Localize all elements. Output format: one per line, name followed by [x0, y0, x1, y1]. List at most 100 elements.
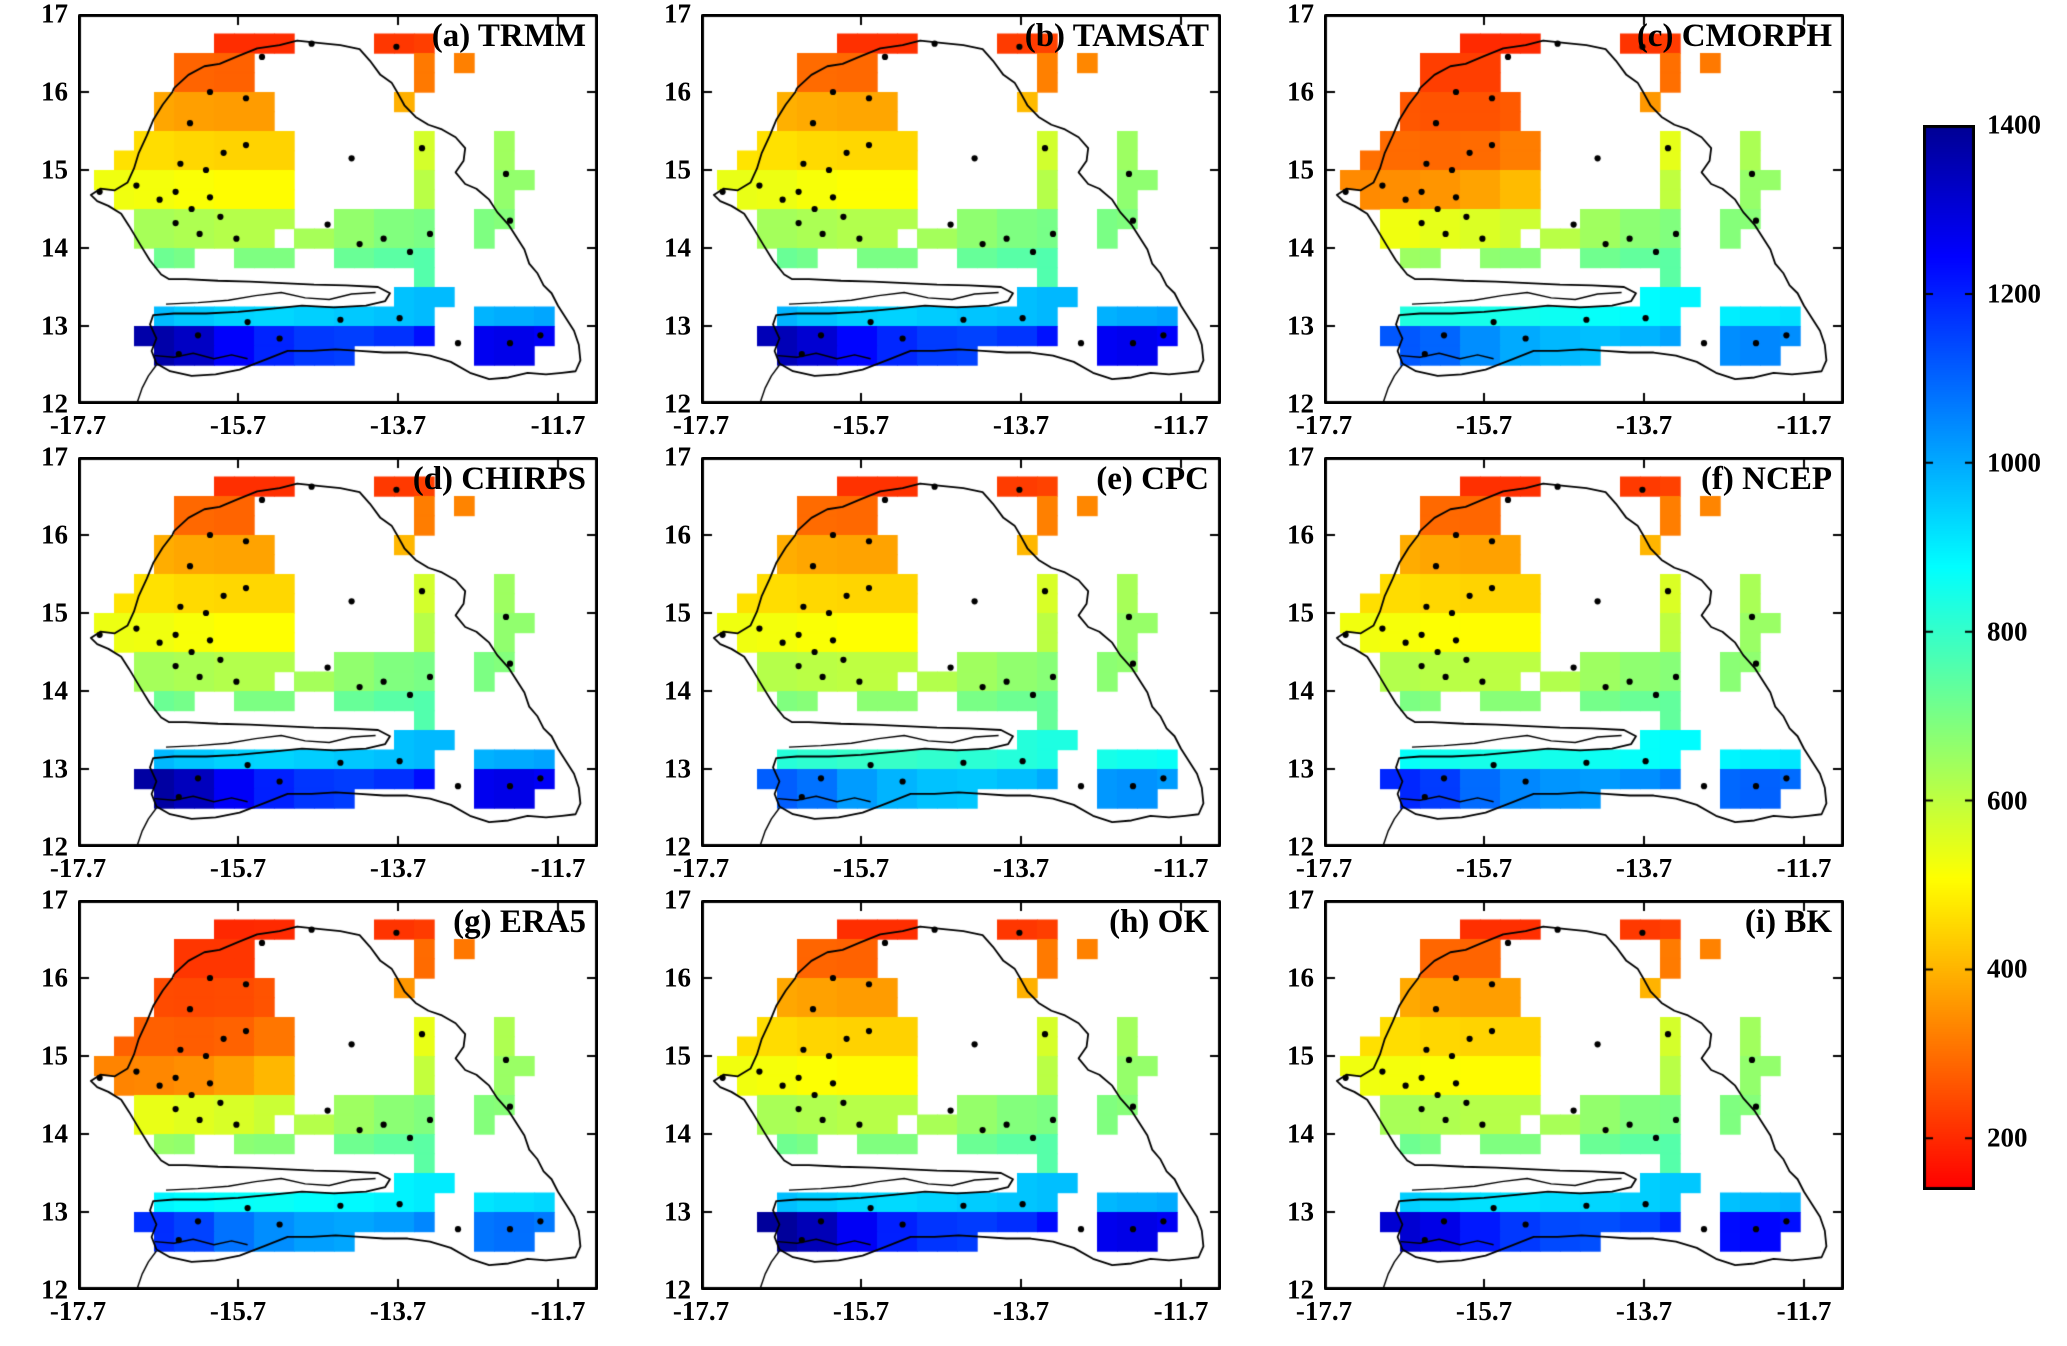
y-tick-label: 13 — [664, 310, 691, 341]
x-tick-label: -15.7 — [209, 410, 267, 440]
y-tick-label: 16 — [1287, 962, 1314, 993]
x-tick-label: -13.7 — [1615, 853, 1673, 883]
x-tick-label: -15.7 — [832, 853, 890, 883]
panel-label-a: (a) TRMM — [431, 18, 586, 54]
x-tick-label: -13.7 — [369, 1296, 427, 1326]
y-tick-label: 17 — [41, 0, 68, 29]
x-tick-label: -17.7 — [672, 853, 730, 883]
y-tick-label: 16 — [1287, 76, 1314, 107]
x-tick-label: -11.7 — [1776, 1296, 1832, 1326]
y-tick-label: 15 — [41, 597, 68, 628]
y-tick-label: 12 — [41, 388, 68, 419]
y-tick-label: 13 — [1287, 1196, 1314, 1227]
y-tick-label: 16 — [664, 519, 691, 550]
x-tick-label: -17.7 — [49, 853, 107, 883]
x-tick-label: -11.7 — [530, 410, 586, 440]
y-tick-label: 17 — [41, 884, 68, 915]
map-canvas-a — [78, 14, 598, 404]
y-tick-label: 13 — [664, 1196, 691, 1227]
x-tick-label: -11.7 — [1153, 1296, 1209, 1326]
y-tick-label: 16 — [664, 962, 691, 993]
x-tick-label: -13.7 — [369, 853, 427, 883]
panel-a: (a) TRMM 17 16 15 14 13 12 -17.7 -15.7 -13.7 -11.7 — [41, 0, 598, 440]
y-tick-label: 14 — [41, 232, 68, 263]
colorbar-tick-label: 600 — [1987, 785, 2028, 816]
y-tick-label: 13 — [41, 1196, 68, 1227]
y-tick-label: 12 — [41, 831, 68, 862]
y-tick-label: 14 — [1287, 1118, 1314, 1149]
colorbar-tick-label: 400 — [1987, 953, 2028, 984]
y-tick-label: 17 — [664, 884, 691, 915]
y-tick-label: 17 — [664, 441, 691, 472]
map-canvas-b — [701, 14, 1221, 404]
x-tick-label: -17.7 — [1295, 1296, 1353, 1326]
x-tick-label: -13.7 — [992, 1296, 1050, 1326]
x-tick-label: -15.7 — [209, 1296, 267, 1326]
y-tick-label: 16 — [41, 519, 68, 550]
colorbar-tick-label: 1000 — [1987, 447, 2041, 478]
x-tick-label: -17.7 — [1295, 410, 1353, 440]
x-tick-label: -17.7 — [672, 410, 730, 440]
x-tick-label: -15.7 — [209, 853, 267, 883]
panel-e: (e) CPC 17 16 15 14 13 12 -17.7 -15.7 -13.7 -11.7 — [664, 442, 1221, 883]
x-tick-label: -15.7 — [832, 410, 890, 440]
colorbar-tick-label: 1200 — [1987, 278, 2041, 309]
y-tick-label: 13 — [41, 310, 68, 341]
colorbar-gradient — [1923, 125, 1975, 1190]
y-tick-label: 12 — [1287, 388, 1314, 419]
x-tick-label: -11.7 — [1776, 853, 1832, 883]
panel-c: (c) CMORPH 17 16 15 14 13 12 -17.7 -15.7 -13.7 -11… — [1287, 0, 1844, 440]
y-tick-label: 15 — [664, 1040, 691, 1071]
y-tick-label: 12 — [41, 1274, 68, 1305]
y-tick-label: 16 — [41, 76, 68, 107]
x-tick-label: -15.7 — [1455, 853, 1513, 883]
panel-label-e: (e) CPC — [1096, 461, 1209, 497]
y-tick-label: 16 — [41, 962, 68, 993]
x-tick-label: -17.7 — [1295, 853, 1353, 883]
y-tick-label: 16 — [1287, 519, 1314, 550]
x-tick-label: -13.7 — [1615, 410, 1673, 440]
y-tick-label: 14 — [664, 675, 691, 706]
x-tick-label: -11.7 — [530, 1296, 586, 1326]
colorbar: 1400 1200 1000 800 600 400 200 — [1923, 110, 2063, 1190]
colorbar-tick-label: 200 — [1987, 1122, 2028, 1153]
x-tick-label: -17.7 — [49, 1296, 107, 1326]
x-tick-label: -11.7 — [1153, 410, 1209, 440]
x-tick-label: -15.7 — [1455, 1296, 1513, 1326]
panel-label-h: (h) OK — [1109, 904, 1209, 940]
x-tick-label: -11.7 — [1153, 853, 1209, 883]
panel-label-b: (b) TAMSAT — [1024, 18, 1209, 54]
panel-f: (f) NCEP 17 16 15 14 13 12 -17.7 -15.7 -13.7 -11.7 — [1287, 442, 1844, 883]
x-tick-label: -11.7 — [530, 853, 586, 883]
y-tick-label: 13 — [1287, 753, 1314, 784]
map-canvas-f — [1324, 457, 1844, 847]
y-tick-label: 16 — [664, 76, 691, 107]
y-tick-label: 14 — [1287, 675, 1314, 706]
y-tick-label: 12 — [664, 388, 691, 419]
map-canvas-e — [701, 457, 1221, 847]
y-tick-label: 15 — [41, 1040, 68, 1071]
x-tick-label: -13.7 — [992, 853, 1050, 883]
y-tick-label: 17 — [1287, 0, 1314, 29]
panel-label-c: (c) CMORPH — [1636, 18, 1832, 54]
y-tick-label: 13 — [41, 753, 68, 784]
y-tick-label: 13 — [1287, 310, 1314, 341]
y-tick-label: 12 — [664, 1274, 691, 1305]
x-tick-label: -15.7 — [832, 1296, 890, 1326]
y-tick-label: 13 — [664, 753, 691, 784]
y-tick-label: 17 — [1287, 884, 1314, 915]
panel-label-i: (i) BK — [1744, 904, 1832, 940]
y-tick-label: 17 — [1287, 441, 1314, 472]
y-tick-label: 15 — [664, 597, 691, 628]
x-tick-label: -13.7 — [1615, 1296, 1673, 1326]
y-tick-label: 17 — [41, 441, 68, 472]
map-canvas-c — [1324, 14, 1844, 404]
y-tick-label: 14 — [41, 1118, 68, 1149]
y-tick-label: 15 — [1287, 597, 1314, 628]
y-tick-label: 14 — [1287, 232, 1314, 263]
panel-d: (d) CHIRPS 17 16 15 14 13 12 -17.7 -15.7 -13.7 -11… — [41, 442, 598, 883]
y-tick-label: 12 — [664, 831, 691, 862]
y-tick-label: 14 — [664, 232, 691, 263]
panel-label-g: (g) ERA5 — [453, 904, 586, 940]
